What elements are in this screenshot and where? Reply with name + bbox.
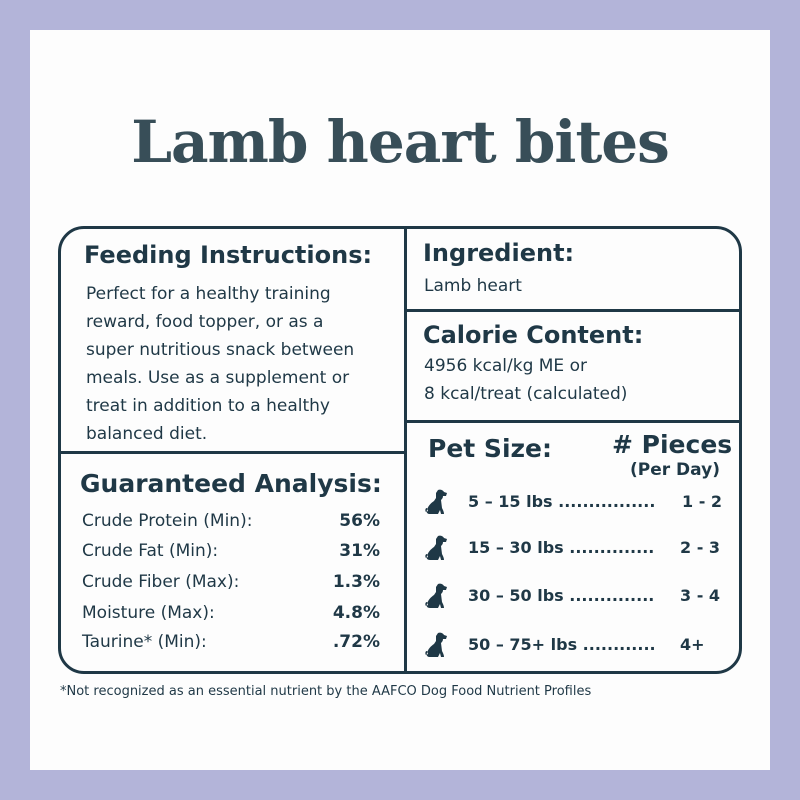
pet-size-row: 30 – 50 lbs .............. 3 - 4 <box>424 582 734 612</box>
feeding-line: treat in addition to a healthy <box>86 396 330 416</box>
analysis-label: Moisture (Max): <box>82 603 215 623</box>
calorie-line-1: 4956 kcal/kg ME or <box>424 356 587 376</box>
feeding-line: balanced diet. <box>86 424 208 444</box>
panel-vertical-divider <box>404 226 407 674</box>
feeding-instructions-text: Perfect for a healthy training reward, f… <box>86 280 386 448</box>
feeding-line: super nutritious snack between <box>86 340 355 360</box>
pet-size-range: 50 – 75+ lbs ............ <box>468 635 656 654</box>
pieces-value: 1 - 2 <box>682 492 723 511</box>
analysis-value: .72% <box>332 632 380 652</box>
analysis-label: Taurine* (Min): <box>82 632 207 652</box>
pet-size-range: 5 – 15 lbs ................ <box>468 492 656 511</box>
feeding-instructions-heading: Feeding Instructions: <box>84 241 373 269</box>
analysis-row-moisture: Moisture (Max): 4.8% <box>82 599 382 627</box>
panel-right-divider-2 <box>404 420 740 423</box>
sitting-dog-icon <box>425 535 447 560</box>
footnote: *Not recognized as an essential nutrient… <box>60 684 592 699</box>
sitting-dog-icon <box>425 489 447 514</box>
ingredient-value: Lamb heart <box>424 276 522 296</box>
analysis-row-fiber: Crude Fiber (Max): 1.3% <box>82 568 382 596</box>
analysis-value: 56% <box>339 511 380 531</box>
pet-size-range: 15 – 30 lbs .............. <box>468 538 655 557</box>
sitting-dog-icon <box>425 632 447 657</box>
pet-size-row: 15 – 30 lbs .............. 2 - 3 <box>424 534 734 564</box>
guaranteed-analysis-heading: Guaranteed Analysis: <box>80 469 382 498</box>
analysis-row-taurine: Taurine* (Min): .72% <box>82 628 382 656</box>
pieces-value: 4+ <box>680 635 705 654</box>
sitting-dog-icon <box>425 583 447 608</box>
pet-size-row: 50 – 75+ lbs ............ 4+ <box>424 631 734 661</box>
analysis-value: 4.8% <box>332 603 380 623</box>
analysis-value: 1.3% <box>332 572 380 592</box>
panel-right-divider-1 <box>404 309 740 312</box>
analysis-row-protein: Crude Protein (Min): 56% <box>82 507 382 535</box>
product-title: Lamb heart bites <box>131 108 670 176</box>
pieces-value: 3 - 4 <box>680 586 721 605</box>
feeding-line: reward, food topper, or as a <box>86 312 324 332</box>
info-panel <box>58 226 742 674</box>
calorie-line-2: 8 kcal/treat (calculated) <box>424 384 628 404</box>
pieces-value: 2 - 3 <box>680 538 721 557</box>
calorie-content-heading: Calorie Content: <box>423 321 644 349</box>
pieces-subheading: (Per Day) <box>630 460 720 480</box>
pet-size-heading: Pet Size: <box>428 434 553 463</box>
pieces-heading: # Pieces <box>612 430 733 459</box>
label-card <box>30 30 770 770</box>
analysis-label: Crude Protein (Min): <box>82 511 253 531</box>
analysis-row-fat: Crude Fat (Min): 31% <box>82 537 382 565</box>
analysis-value: 31% <box>339 541 380 561</box>
panel-left-divider <box>58 451 406 454</box>
feeding-line: meals. Use as a supplement or <box>86 368 350 388</box>
analysis-label: Crude Fat (Min): <box>82 541 219 561</box>
analysis-label: Crude Fiber (Max): <box>82 572 240 592</box>
calorie-content-text: 4956 kcal/kg ME or 8 kcal/treat (calcula… <box>424 352 627 408</box>
feeding-line: Perfect for a healthy training <box>86 284 331 304</box>
ingredient-heading: Ingredient: <box>423 239 575 267</box>
pet-size-row: 5 – 15 lbs ................ 1 - 2 <box>424 488 734 518</box>
pet-size-range: 30 – 50 lbs .............. <box>468 586 655 605</box>
